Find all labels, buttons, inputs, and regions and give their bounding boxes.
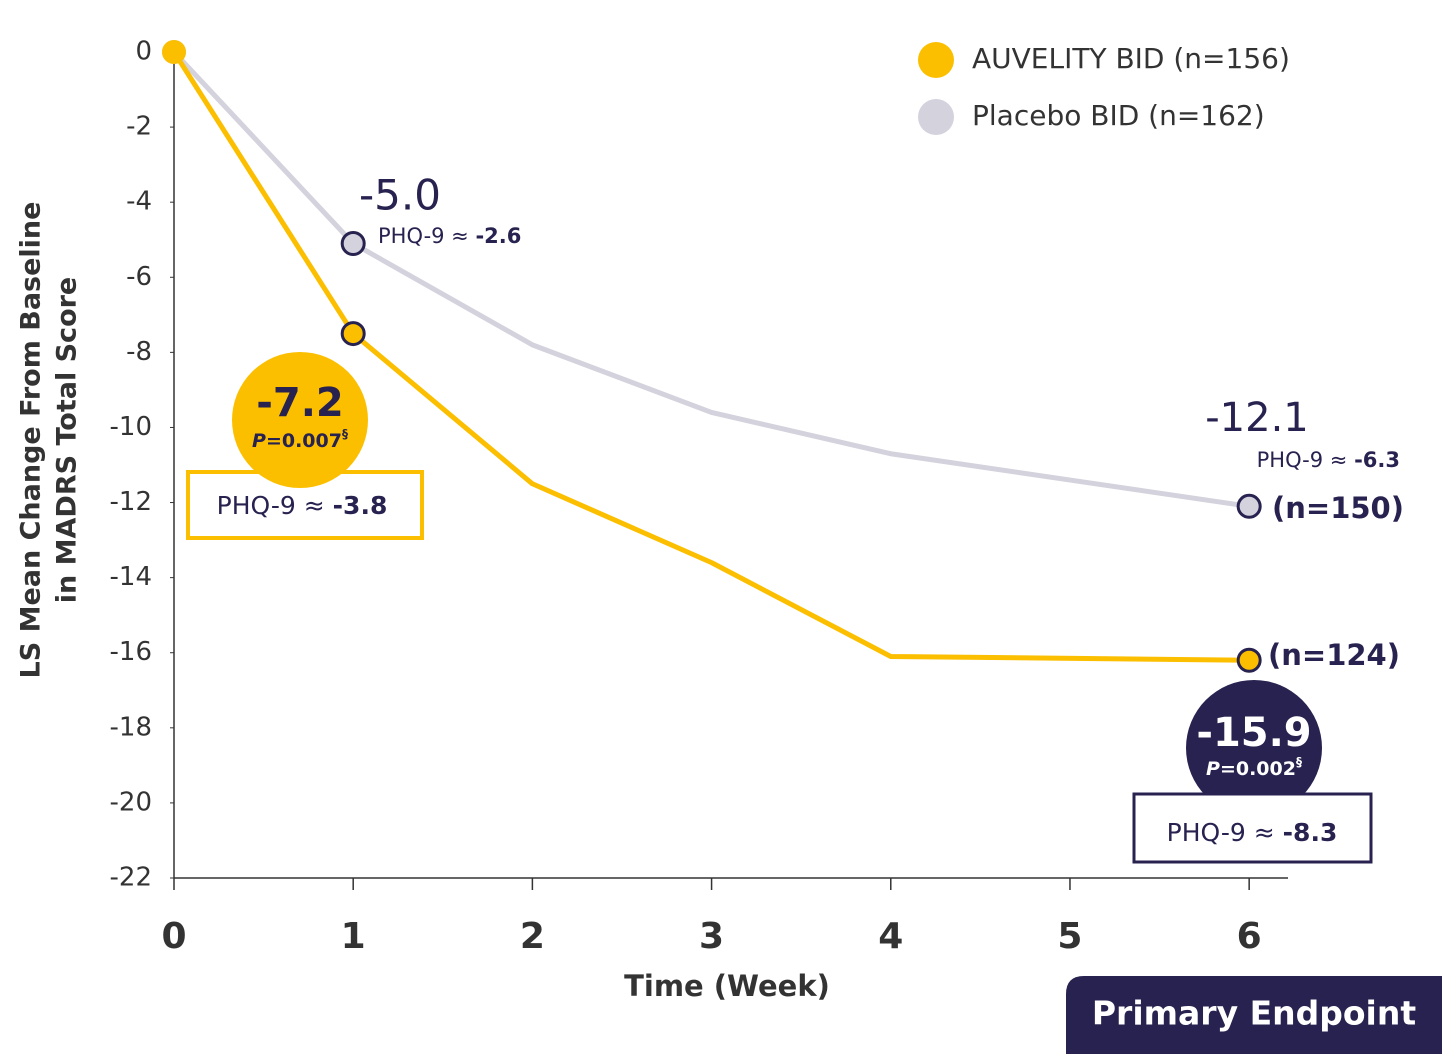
phq-label: PHQ-9 ≈ bbox=[217, 491, 325, 520]
annotation-phq: PHQ-9 ≈ -6.3 bbox=[1257, 448, 1400, 472]
legend-swatch bbox=[918, 99, 954, 135]
annotation-value: -12.1 bbox=[1205, 395, 1309, 441]
y-axis-label: LS Mean Change From Baseline bbox=[16, 202, 47, 679]
data-point bbox=[1236, 493, 1262, 519]
data-point bbox=[340, 321, 366, 347]
annotation-value: -15.9 bbox=[1196, 710, 1311, 756]
legend-label: Placebo BID (n=162) bbox=[972, 99, 1265, 132]
highlight-circle bbox=[1186, 680, 1322, 816]
annotation-value: -5.0 bbox=[359, 171, 441, 220]
phq-box bbox=[186, 470, 424, 540]
p-value: =0.007 bbox=[266, 430, 342, 452]
p-label: P bbox=[252, 430, 266, 452]
phq-label: PHQ-9 ≈ bbox=[378, 224, 469, 248]
series-line bbox=[171, 50, 1250, 663]
x-tick-label: 3 bbox=[699, 916, 724, 957]
y-tick-label: -12 bbox=[110, 487, 152, 517]
x-tick-label: 0 bbox=[161, 916, 186, 957]
phq-value: -6.3 bbox=[1354, 448, 1400, 472]
annotation-p: P=0.002§ bbox=[1206, 755, 1302, 780]
phq-box bbox=[1132, 792, 1373, 864]
phq-label: PHQ-9 ≈ bbox=[1257, 448, 1348, 472]
annotation-p: P=0.007§ bbox=[252, 427, 348, 452]
y-tick-label: -18 bbox=[110, 712, 152, 742]
legend-swatch bbox=[918, 42, 954, 78]
p-label: P bbox=[1206, 758, 1220, 780]
x-tick-label: 4 bbox=[878, 916, 903, 957]
y-tick-label: -10 bbox=[110, 412, 152, 442]
phq-value: -2.6 bbox=[475, 224, 521, 248]
y-tick-label: -4 bbox=[126, 187, 152, 217]
phq-value: -8.3 bbox=[1283, 818, 1338, 847]
annotation-phq: PHQ-9 ≈ -3.8 bbox=[217, 491, 388, 520]
x-tick-label: 5 bbox=[1057, 916, 1082, 957]
p-value: =0.002 bbox=[1220, 758, 1296, 780]
data-point bbox=[1236, 647, 1262, 673]
y-tick-label: -20 bbox=[110, 787, 152, 817]
y-axis-label: in MADRS Total Score bbox=[52, 277, 83, 603]
data-point bbox=[162, 40, 186, 64]
legend-label: AUVELITY BID (n=156) bbox=[972, 42, 1290, 75]
y-tick-label: -14 bbox=[110, 562, 152, 592]
phq-label: PHQ-9 ≈ bbox=[1167, 818, 1275, 847]
y-tick-label: -8 bbox=[126, 337, 152, 367]
x-tick-label: 1 bbox=[341, 916, 366, 957]
annotation-n: (n=124) bbox=[1268, 638, 1400, 672]
y-tick-label: -2 bbox=[126, 112, 152, 142]
series-line bbox=[172, 50, 1250, 509]
plot: 0 -2 -4 -6 -8 -10 -12 -14 -16 -18 -20 -22 0 1 2 3 4 5 6 AUV… bbox=[110, 37, 1290, 958]
x-tick-label: 6 bbox=[1237, 916, 1262, 957]
annotation-phq: PHQ-9 ≈ -8.3 bbox=[1167, 818, 1338, 847]
p-note: § bbox=[1296, 755, 1302, 769]
annotation-phq: PHQ-9 ≈ -2.6 bbox=[378, 224, 521, 248]
y-tick-label: -6 bbox=[126, 262, 152, 292]
y-tick-label: 0 bbox=[135, 37, 152, 67]
y-tick-label: -22 bbox=[110, 863, 152, 893]
annotation-value: -7.2 bbox=[256, 380, 343, 426]
highlight-circle bbox=[232, 352, 368, 488]
badge-text: Primary Endpoint bbox=[1092, 994, 1416, 1033]
phq-value: -3.8 bbox=[333, 491, 388, 520]
annotation-n: (n=150) bbox=[1272, 491, 1404, 525]
data-point bbox=[340, 230, 366, 256]
x-axis-label: Time (Week) bbox=[624, 969, 830, 1003]
badge bbox=[1066, 976, 1442, 1054]
p-note: § bbox=[342, 427, 348, 441]
y-tick-label: -16 bbox=[110, 637, 152, 667]
x-tick-label: 2 bbox=[520, 916, 545, 957]
